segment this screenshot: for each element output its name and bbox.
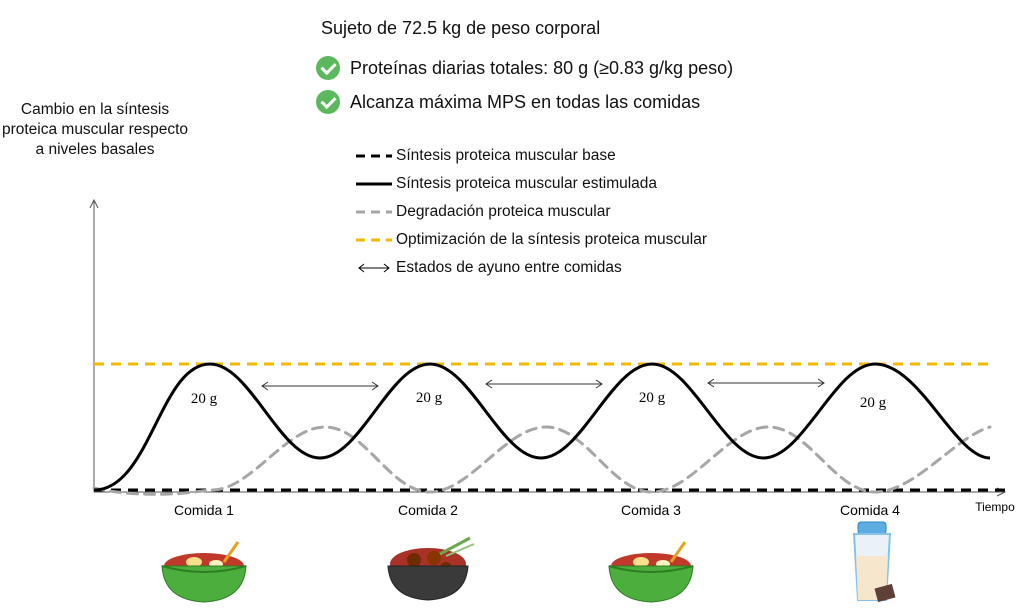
- meat-bowl-icon: [387, 536, 475, 601]
- legend-item-degradation: Degradación proteica muscular: [356, 198, 707, 226]
- legend-swatch-double-arrow: [358, 263, 390, 273]
- fasting-arrow: [707, 378, 825, 388]
- check-text-protein: Proteínas diarias totales: 80 g (≥0.83 g…: [350, 57, 734, 78]
- legend-item-fasting: Estados de ayuno entre comidas: [356, 254, 707, 282]
- y-axis-label: Cambio en la síntesis proteica muscular …: [1, 101, 189, 158]
- meal-1-label: Comida 1: [174, 502, 234, 518]
- fasting-arrow: [485, 379, 603, 389]
- check-icon: [316, 56, 340, 80]
- y-axis-arrow: [89, 198, 99, 209]
- legend-swatch-dashed-black: [356, 154, 392, 158]
- soup-bowl-icon: [161, 541, 247, 603]
- legend-swatch-dashed-gray: [356, 210, 392, 214]
- check-icon: [316, 90, 340, 114]
- legend-label: Estados de ayuno entre comidas: [396, 259, 622, 276]
- check-text-mps: Alcanza máxima MPS en todas las comidas: [350, 91, 701, 112]
- legend-swatch-solid-black: [356, 182, 392, 186]
- meal-3-grams: 20 g: [639, 390, 666, 406]
- legend-label: Degradación proteica muscular: [396, 203, 611, 220]
- legend-swatch-dashed-orange: [356, 238, 392, 242]
- legend-label: Síntesis proteica muscular base: [396, 147, 616, 164]
- legend-item-stimulated: Síntesis proteica muscular estimulada: [356, 170, 707, 198]
- legend-label: Síntesis proteica muscular estimulada: [396, 175, 658, 192]
- fasting-arrow: [261, 381, 379, 391]
- meal-4-label: Comida 4: [840, 502, 900, 518]
- legend: Síntesis proteica muscular base Síntesis…: [356, 142, 707, 282]
- stimulated-synthesis-curve: [93, 362, 991, 492]
- subject-title: Sujeto de 72.5 kg de peso corporal: [321, 18, 601, 38]
- degradation-curve: [92, 425, 992, 496]
- legend-item-base: Síntesis proteica muscular base: [356, 142, 707, 170]
- soup-bowl-icon: [608, 541, 694, 603]
- check-row-mps: Alcanza máxima MPS en todas las comidas: [316, 90, 700, 114]
- meal-1-grams: 20 g: [191, 391, 218, 407]
- meal-2-label: Comida 2: [398, 502, 458, 518]
- meal-4-grams: 20 g: [860, 395, 887, 411]
- check-row-protein: Proteínas diarias totales: 80 g (≥0.83 g…: [316, 56, 733, 80]
- meal-3-label: Comida 3: [621, 502, 681, 518]
- protein-shake-icon: [852, 521, 896, 603]
- legend-label: Optimización de la síntesis proteica mus…: [396, 231, 707, 248]
- meal-2-grams: 20 g: [416, 390, 443, 406]
- x-axis-label: Tiempo: [975, 500, 1015, 514]
- legend-item-optimization: Optimización de la síntesis proteica mus…: [356, 226, 707, 254]
